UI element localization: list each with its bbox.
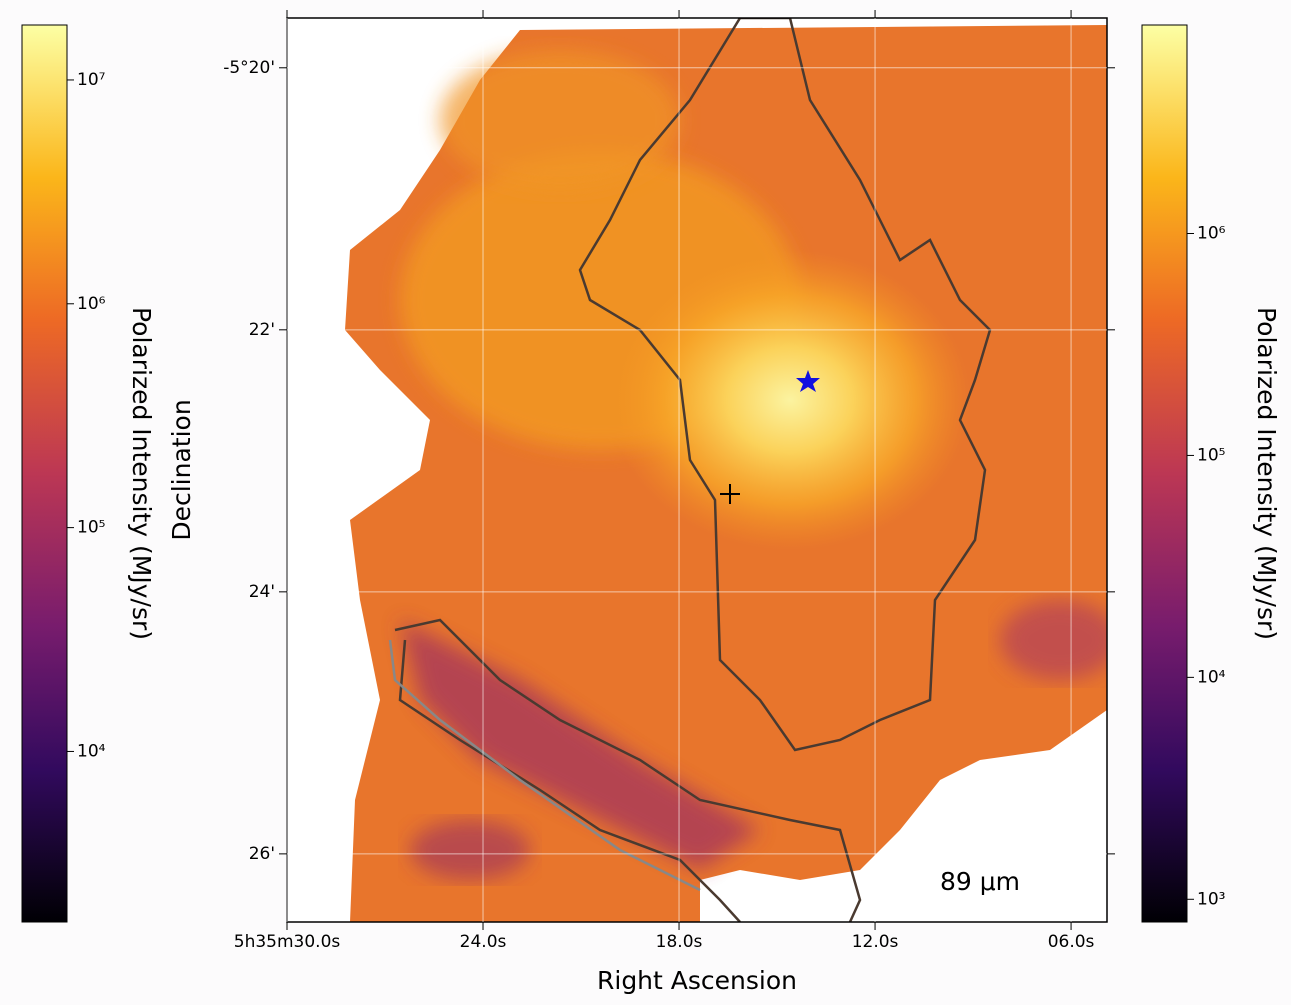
colorbar-tick-label: 10⁶ <box>1197 224 1226 244</box>
colorbar-tick-label: 10⁶ <box>77 294 106 314</box>
colorbar-label: Polarized Intensity (MJy/sr) <box>127 307 156 640</box>
x-tick-label: 18.0s <box>656 932 703 952</box>
colorbar-tick-label: 10⁵ <box>1197 445 1225 465</box>
y-tick-label: 22' <box>249 320 275 340</box>
x-tick-label: 5h35m30.0s <box>234 932 341 952</box>
y-tick-label: -5°20' <box>223 58 275 78</box>
colorbar <box>1141 24 1188 923</box>
x-tick-label: 12.0s <box>852 932 899 952</box>
x-tick-label: 24.0s <box>460 932 507 952</box>
colorbar-tick-label: 10⁴ <box>77 741 106 761</box>
colorbar-tick-label: 10³ <box>1197 889 1225 909</box>
colorbar-tick-label: 10⁵ <box>77 518 105 538</box>
x-axis-label: Right Ascension <box>597 966 797 995</box>
colorbar <box>21 24 68 923</box>
colorbar-label: Polarized Intensity (MJy/sr) <box>1252 307 1281 640</box>
intensity-map <box>345 18 1107 922</box>
y-axis-label: Declination <box>167 399 196 540</box>
colorbar-tick-label: 10⁴ <box>1197 667 1226 687</box>
colorbar-tick-label: 10⁷ <box>77 70 106 90</box>
x-tick-label: 06.0s <box>1048 932 1095 952</box>
annotation: 89 μm <box>940 867 1020 896</box>
y-tick-label: 24' <box>249 582 275 602</box>
y-tick-label: 26' <box>249 844 275 864</box>
